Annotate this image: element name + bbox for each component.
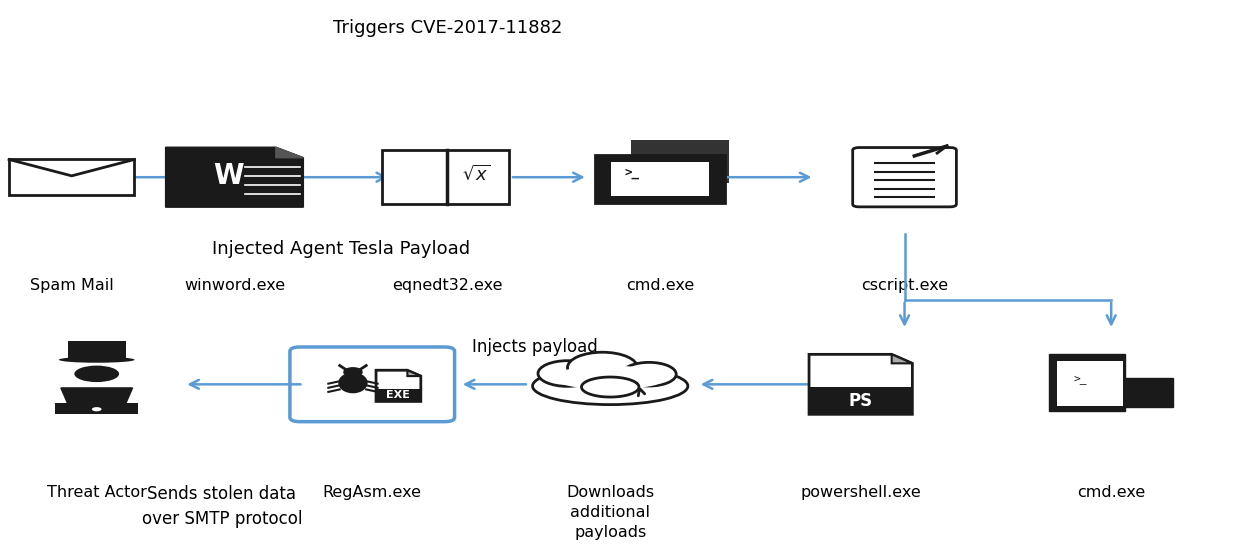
Polygon shape bbox=[892, 354, 912, 364]
Text: Injected Agent Tesla Payload: Injected Agent Tesla Payload bbox=[211, 240, 470, 258]
Text: EXE: EXE bbox=[386, 390, 410, 400]
Bar bbox=[382, 150, 448, 204]
Ellipse shape bbox=[59, 357, 135, 363]
Bar bbox=[55, 403, 138, 414]
Bar bbox=[9, 160, 135, 195]
Text: Downloads
additional
payloads: Downloads additional payloads bbox=[566, 485, 654, 540]
Polygon shape bbox=[276, 147, 303, 158]
Bar bbox=[632, 140, 728, 183]
Ellipse shape bbox=[552, 366, 668, 389]
Ellipse shape bbox=[340, 374, 366, 392]
Text: Sends stolen data
over SMTP protocol: Sends stolen data over SMTP protocol bbox=[142, 485, 302, 528]
Text: RegAsm.exe: RegAsm.exe bbox=[323, 485, 421, 500]
Circle shape bbox=[567, 353, 638, 383]
Text: Threat Actor: Threat Actor bbox=[47, 485, 147, 500]
Bar bbox=[448, 150, 509, 204]
Circle shape bbox=[345, 369, 361, 376]
Text: W: W bbox=[214, 162, 244, 190]
Text: powershell.exe: powershell.exe bbox=[800, 485, 921, 500]
Text: winword.exe: winword.exe bbox=[184, 278, 286, 293]
Circle shape bbox=[621, 363, 677, 386]
Text: Spam Mail: Spam Mail bbox=[30, 278, 113, 293]
Bar bbox=[809, 388, 912, 414]
Text: Triggers CVE-2017-11882: Triggers CVE-2017-11882 bbox=[332, 19, 562, 37]
Polygon shape bbox=[1049, 354, 1125, 411]
Bar bbox=[611, 162, 710, 196]
Circle shape bbox=[92, 407, 102, 411]
Polygon shape bbox=[408, 370, 421, 376]
Polygon shape bbox=[60, 388, 132, 404]
Text: >_: >_ bbox=[624, 166, 639, 180]
Bar bbox=[68, 341, 126, 360]
Text: Injects payload: Injects payload bbox=[472, 338, 598, 356]
Text: >_: >_ bbox=[1073, 375, 1087, 385]
Text: cmd.exe: cmd.exe bbox=[1077, 485, 1145, 500]
Text: PS: PS bbox=[849, 393, 873, 410]
Polygon shape bbox=[1097, 378, 1174, 407]
Bar bbox=[1058, 361, 1123, 406]
Bar bbox=[595, 155, 726, 203]
Ellipse shape bbox=[532, 368, 688, 405]
Text: cscript.exe: cscript.exe bbox=[860, 278, 949, 293]
Bar bbox=[376, 389, 421, 401]
FancyBboxPatch shape bbox=[853, 147, 956, 207]
FancyBboxPatch shape bbox=[289, 347, 454, 421]
Text: eqnedt32.exe: eqnedt32.exe bbox=[392, 278, 503, 293]
Polygon shape bbox=[809, 354, 912, 414]
Ellipse shape bbox=[74, 366, 120, 382]
Polygon shape bbox=[166, 147, 303, 207]
Circle shape bbox=[538, 361, 598, 386]
Text: cmd.exe: cmd.exe bbox=[626, 278, 694, 293]
Polygon shape bbox=[376, 370, 421, 401]
Text: $\sqrt{x}$: $\sqrt{x}$ bbox=[463, 165, 491, 184]
